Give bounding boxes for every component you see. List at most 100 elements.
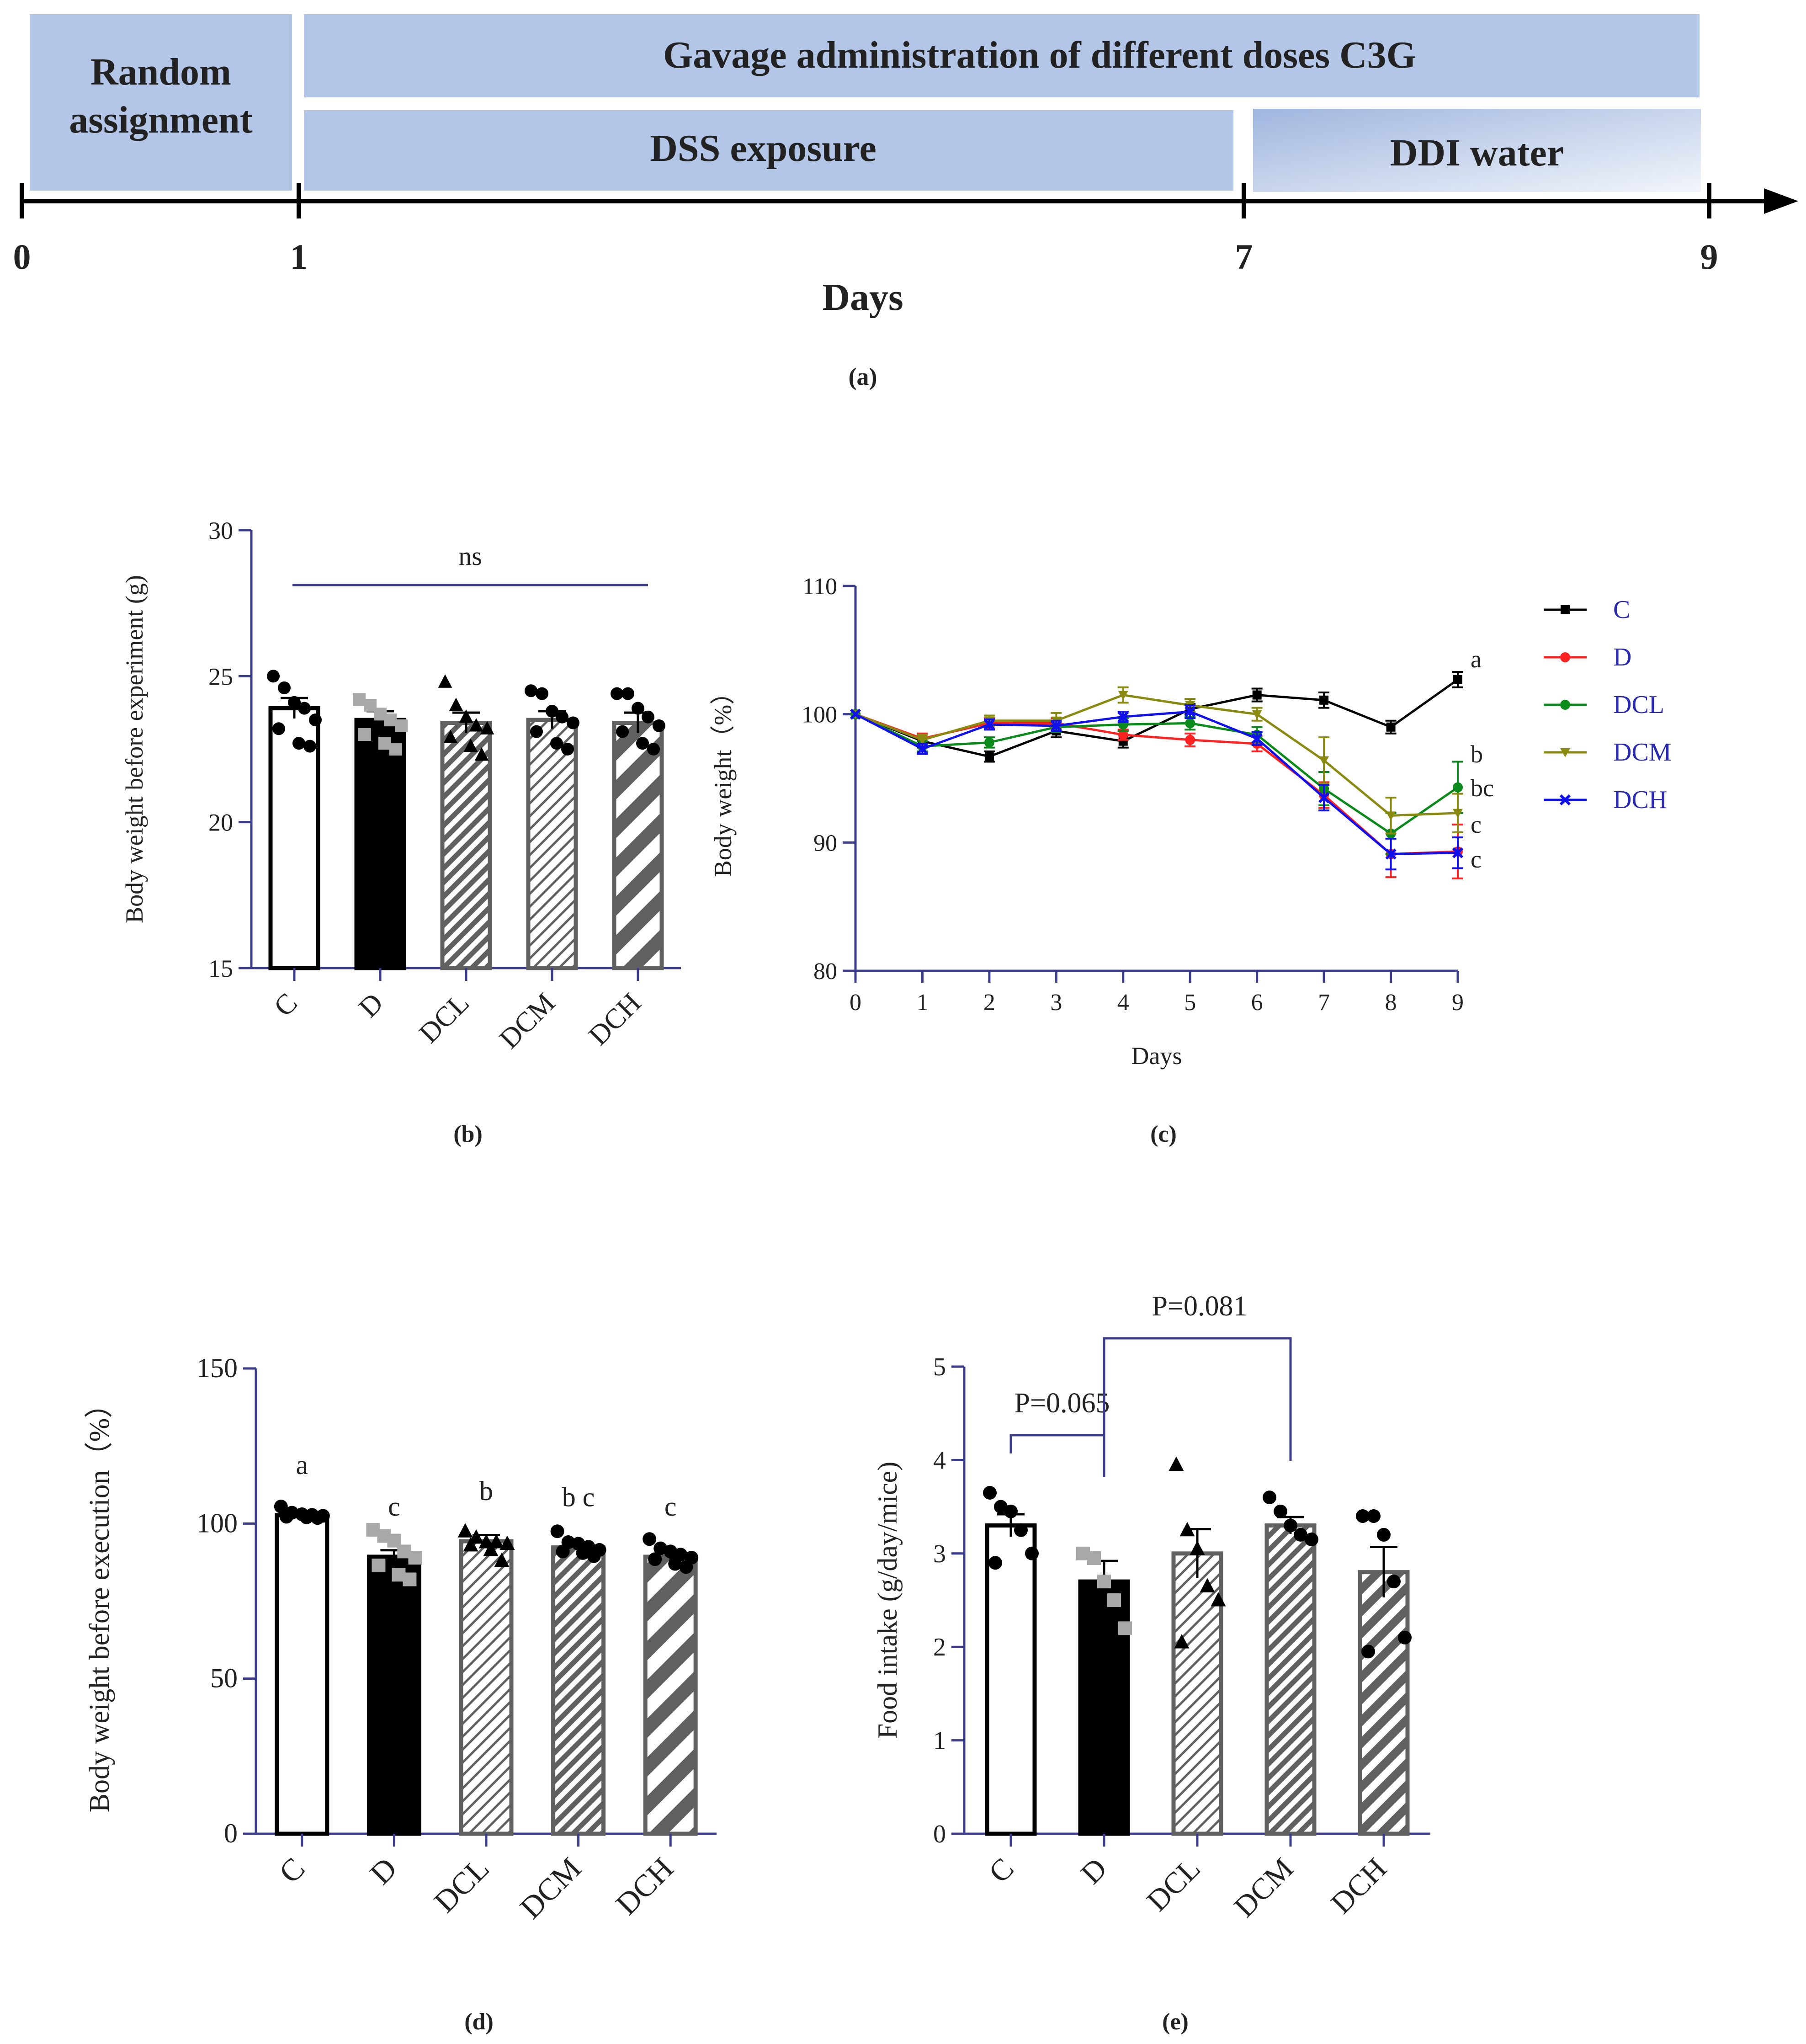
data-point-dch [643,1532,657,1546]
data-point-dch [1377,1528,1391,1542]
data-point-c [1453,675,1462,684]
data-point-dcl [499,1535,515,1550]
data-point-c [984,752,994,761]
bracket-label-c-d: P=0.065 [1015,1388,1110,1419]
series-line-c [855,678,1459,758]
marker-stroke [983,719,995,730]
data-point-dcm [561,743,574,756]
dss-exposure-box [301,107,1236,193]
bar-d [354,718,406,970]
panel-label-e: (e) [1162,2009,1189,2035]
series-line-dch [855,710,1458,856]
marker-stroke [1117,711,1129,723]
y-axis-label: Body weight before execution（%） [84,1390,115,1813]
bar-dch [643,1554,698,1836]
data-point-dch [632,702,644,715]
marker-stroke [1185,706,1196,718]
data-point-dcm [1305,1533,1318,1547]
ddi-water-label: DDI water [1390,132,1564,174]
data-point-dch [1385,848,1397,860]
x-tick-label-dcl: DCL [1141,1852,1207,1918]
data-point-dcm [576,1546,590,1560]
data-point-c [279,1510,293,1524]
timeline-arrowhead [1764,188,1798,214]
x-tick-label-c: C [268,987,303,1022]
data-point-dch [983,719,995,730]
data-point-dcl [443,729,458,744]
y-tick-label: 1 [933,1727,946,1755]
legend-label-dcm: DCM [1613,738,1672,766]
chart-panel-e: 0 1 2 3 4 5 Food intake (g/day/mice) C D DCL DCM DC… [872,1291,1430,2035]
x-tick-label-dch: DCH [1324,1852,1393,1920]
y-tick-label: 3 [933,1540,946,1568]
data-point-dcl [483,1542,499,1556]
y-tick-label: 25 [208,663,233,690]
x-tick-label: 3 [1050,990,1062,1016]
legend-marker-dcl [1560,700,1570,710]
bracket-c-d [1009,1434,1105,1477]
data-point-dch [1251,733,1263,745]
data-point-dcl [1169,1456,1184,1471]
data-point-d [372,1558,386,1572]
x-tick-label-dch: DCH [609,1851,680,1922]
legend-marker-c [1561,605,1570,614]
data-point-dch [636,737,649,750]
timeline-tick-label-1: 1 [290,237,308,277]
data-point-dch [611,687,623,700]
marker-stroke [1452,847,1464,858]
data-point-dch [642,710,654,724]
bar-c [275,1513,329,1836]
data-point-c [272,722,285,735]
gavage-box [301,11,1702,100]
chart-panel-b: 15 20 25 30 Body weight before experiment (g… [121,517,681,1147]
x-tick-label-d: D [363,1851,404,1891]
y-tick-label: 15 [208,955,233,982]
x-tick-label-dcl: DCL [427,1851,496,1919]
x-tick-label: 4 [1117,990,1129,1016]
marker-stroke [1559,794,1571,806]
data-point-dcl [1179,1522,1195,1537]
data-point-dcl [984,737,994,748]
data-point-dcm [1453,809,1463,818]
data-point-c [288,696,301,709]
x-tick-label-dcm: DCM [1228,1852,1300,1924]
data-point-c [983,1485,997,1500]
gavage-label: Gavage administration of different doses… [663,34,1416,76]
data-point-c [278,681,291,694]
data-point-dch [653,719,665,732]
series-dch [850,704,1464,871]
sig-label: a [1471,645,1482,673]
legend-marker-dcm [1560,748,1570,757]
data-point-c [303,740,316,753]
data-point-dch [616,725,629,738]
data-point-c [1004,1504,1018,1518]
x-tick-label: 6 [1251,990,1263,1016]
y-tick-label: 90 [813,830,837,856]
data-point-d [353,693,366,706]
data-point-dch [1356,1509,1370,1523]
data-point-dcm [550,1524,564,1538]
marker-stroke [917,743,928,755]
data-point-d [1087,1551,1101,1565]
data-point-dcm [1386,811,1396,821]
sig-label-dcl: b [479,1476,493,1506]
data-point-dcm [1263,1490,1276,1505]
data-point-c [1319,695,1329,705]
data-point-dcl [494,1552,510,1567]
data-point-dcl [449,697,463,711]
data-point-dcl [468,1529,484,1544]
bar-c [985,1523,1037,1836]
y-tick-label: 100 [802,702,837,728]
data-point-dcl [489,1534,504,1549]
y-tick-label: 5 [933,1353,946,1381]
sig-label: b [1471,740,1483,768]
panel-label-b: (b) [453,1121,483,1147]
random-assignment-box [27,11,295,193]
y-tick-label: 50 [210,1663,238,1693]
x-tick-label: 0 [850,990,861,1016]
bracket-d-dcm [1103,1337,1292,1461]
sig-label: bc [1471,774,1494,802]
data-point-d [1118,729,1128,740]
timeline-tick-label-0: 0 [13,237,31,277]
data-point-d [1118,1621,1132,1635]
